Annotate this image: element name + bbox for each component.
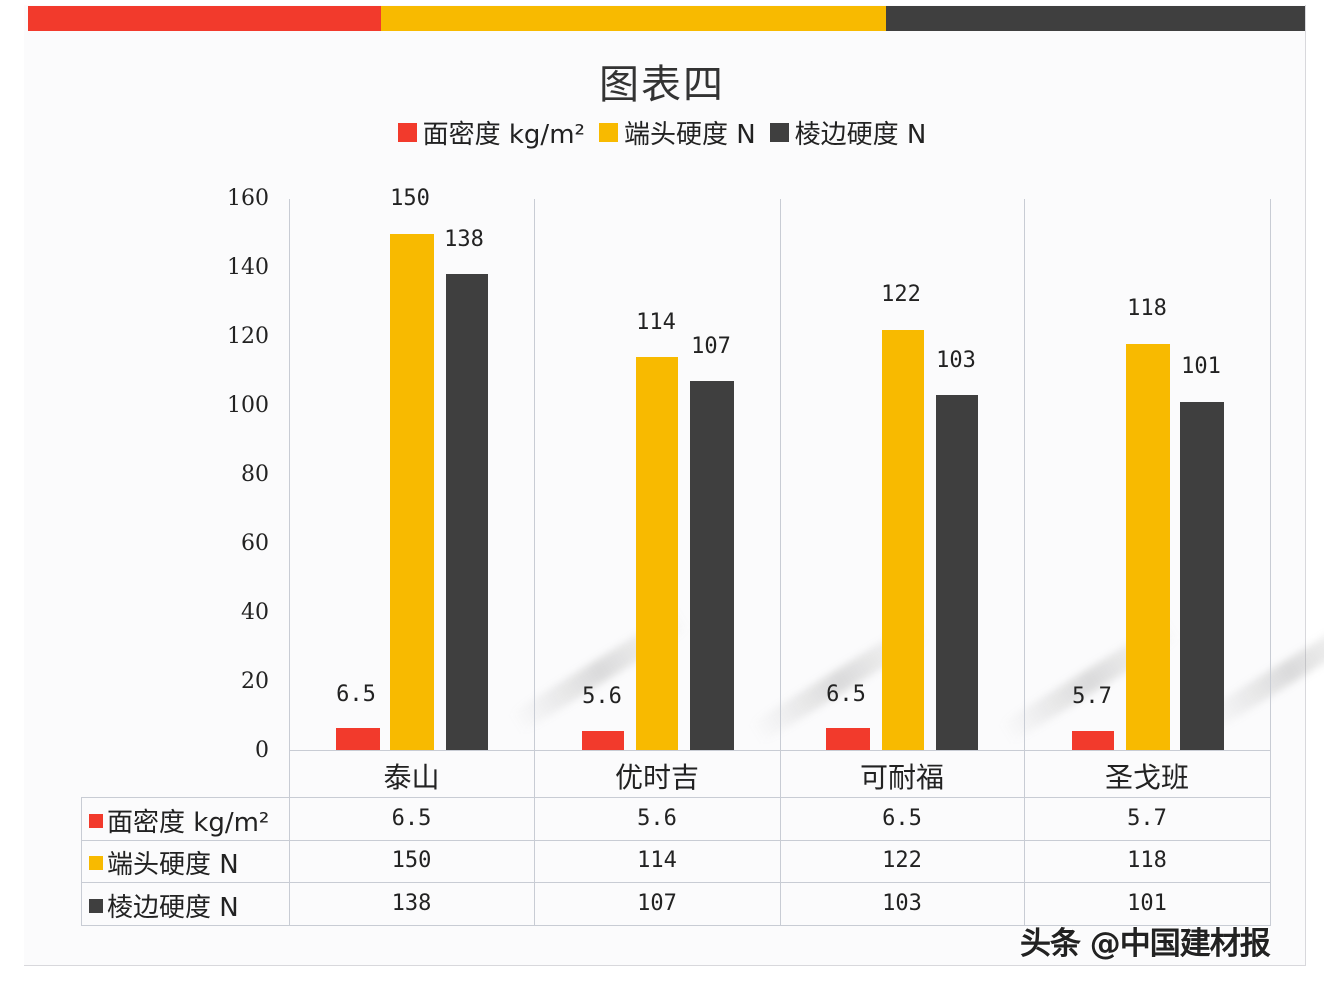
grid-line xyxy=(1270,199,1271,925)
legend-swatch-dark xyxy=(89,898,103,913)
legend-swatch-red xyxy=(397,123,417,142)
legend-swatch-red xyxy=(89,813,103,828)
grid-line xyxy=(289,199,290,925)
table-row-label: 棱边硬度 N xyxy=(89,887,239,924)
data-label: 107 xyxy=(691,334,731,359)
legend-swatch-yellow xyxy=(598,123,618,142)
bar-end-hardness-knauf xyxy=(882,330,924,750)
banner-red xyxy=(28,6,381,31)
table-cell: 150 xyxy=(391,848,432,873)
legend-swatch-dark xyxy=(769,123,789,142)
bar-edge-hardness-saint-gobain xyxy=(1180,402,1224,750)
bar-end-hardness-saint-gobain xyxy=(1126,344,1170,750)
data-label: 5.7 xyxy=(1072,684,1112,709)
category-label: 泰山 xyxy=(383,761,440,794)
watermark: 头条 @中国建材报 xyxy=(1020,926,1271,962)
data-label: 6.5 xyxy=(336,682,376,707)
data-label: 5.6 xyxy=(582,684,622,709)
table-line xyxy=(81,925,1271,926)
y-tick: 60 xyxy=(241,531,269,556)
category-label: 可耐福 xyxy=(859,761,944,794)
table-cell: 5.6 xyxy=(637,806,677,831)
legend-item-end-hardness: 端头硬度 N xyxy=(598,114,756,151)
legend-swatch-yellow xyxy=(89,855,103,870)
row-label-text: 端头硬度 N xyxy=(107,850,239,880)
legend-label: 面密度 kg/m² xyxy=(422,120,585,150)
table-cell: 114 xyxy=(637,848,677,873)
x-axis-line xyxy=(289,750,1271,751)
chart-title: 图表四 xyxy=(599,62,725,108)
table-line xyxy=(81,840,1271,841)
table-line xyxy=(81,797,1271,798)
data-label: 101 xyxy=(1181,354,1221,379)
table-row-label: 面密度 kg/m² xyxy=(89,802,269,839)
y-tick: 40 xyxy=(241,600,269,625)
bar-edge-hardness-youshiji xyxy=(690,381,734,750)
bar-density-youshiji xyxy=(582,731,624,750)
data-label: 150 xyxy=(390,186,430,211)
table-cell: 122 xyxy=(882,848,922,873)
data-label: 122 xyxy=(881,282,921,307)
table-cell: 101 xyxy=(1127,891,1167,916)
table-cell: 107 xyxy=(637,891,677,916)
banner-yellow xyxy=(381,6,886,31)
bar-density-knauf xyxy=(826,728,870,750)
color-banner xyxy=(28,6,1305,31)
table-line xyxy=(81,882,1271,883)
bar-edge-hardness-knauf xyxy=(936,395,978,750)
bar-density-taishan xyxy=(336,728,380,750)
y-tick: 80 xyxy=(241,462,269,487)
banner-dark xyxy=(886,6,1305,31)
row-label-text: 棱边硬度 N xyxy=(107,893,239,923)
data-label: 118 xyxy=(1127,296,1167,321)
bar-density-saint-gobain xyxy=(1072,731,1114,750)
bar-end-hardness-taishan xyxy=(390,234,434,750)
data-label: 138 xyxy=(444,227,484,252)
y-tick: 0 xyxy=(255,738,269,763)
category-label: 圣戈班 xyxy=(1104,761,1189,794)
table-cell: 103 xyxy=(882,891,922,916)
data-label: 103 xyxy=(936,348,976,373)
legend-item-edge-hardness: 棱边硬度 N xyxy=(769,114,927,151)
grid-line xyxy=(780,199,781,925)
data-label: 6.5 xyxy=(826,682,866,707)
bar-edge-hardness-taishan xyxy=(446,274,488,750)
grid-line xyxy=(1024,199,1025,925)
y-tick: 120 xyxy=(227,324,269,349)
y-tick: 140 xyxy=(227,255,269,280)
table-cell: 118 xyxy=(1127,848,1167,873)
table-cell: 138 xyxy=(391,891,432,916)
y-tick: 160 xyxy=(227,186,269,211)
y-tick: 20 xyxy=(241,669,269,694)
bar-end-hardness-youshiji xyxy=(636,357,678,750)
legend-item-density: 面密度 kg/m² xyxy=(397,114,585,151)
category-label: 优时吉 xyxy=(614,761,699,794)
table-cell: 6.5 xyxy=(882,806,922,831)
data-label: 114 xyxy=(636,310,676,335)
chart-legend: 面密度 kg/m² 端头硬度 N 棱边硬度 N xyxy=(0,114,1324,151)
grid-line xyxy=(534,199,535,925)
table-cell: 6.5 xyxy=(391,806,432,831)
legend-label: 端头硬度 N xyxy=(623,120,756,150)
grid-line xyxy=(81,797,82,925)
table-row-label: 端头硬度 N xyxy=(89,844,239,881)
row-label-text: 面密度 kg/m² xyxy=(107,808,270,838)
legend-label: 棱边硬度 N xyxy=(794,120,927,150)
y-tick: 100 xyxy=(227,393,269,418)
table-cell: 5.7 xyxy=(1127,806,1167,831)
